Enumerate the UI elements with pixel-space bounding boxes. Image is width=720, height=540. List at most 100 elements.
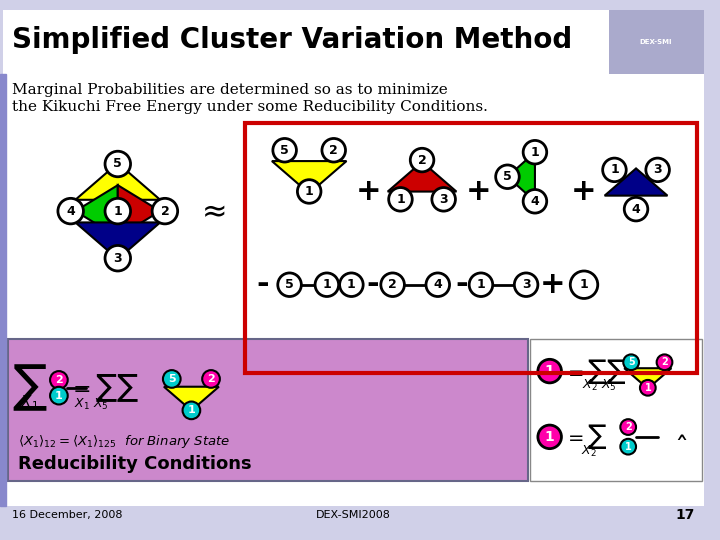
- Bar: [0, 73, 6, 505]
- Text: 3: 3: [522, 278, 531, 291]
- Text: 1: 1: [545, 364, 554, 378]
- Polygon shape: [76, 222, 160, 259]
- Polygon shape: [387, 162, 456, 192]
- Text: 1: 1: [531, 146, 539, 159]
- Circle shape: [389, 187, 413, 211]
- Circle shape: [523, 190, 546, 213]
- Circle shape: [469, 273, 492, 296]
- Circle shape: [183, 402, 200, 419]
- Circle shape: [570, 271, 598, 299]
- Text: 4: 4: [531, 195, 539, 208]
- Text: DEX-SMI: DEX-SMI: [639, 39, 672, 45]
- Text: 1: 1: [580, 278, 588, 291]
- Circle shape: [538, 425, 562, 449]
- Circle shape: [297, 180, 321, 203]
- Circle shape: [514, 273, 538, 296]
- Text: -: -: [366, 270, 379, 299]
- Text: $\hat{}$: $\hat{}$: [677, 423, 688, 451]
- Text: 1: 1: [396, 193, 405, 206]
- Text: 1: 1: [114, 205, 122, 218]
- Text: 2: 2: [55, 375, 63, 385]
- Bar: [246, 123, 697, 373]
- Text: 2: 2: [161, 205, 169, 218]
- Polygon shape: [164, 387, 219, 410]
- Circle shape: [273, 138, 297, 162]
- Text: 5: 5: [285, 278, 294, 291]
- Text: +: +: [571, 177, 597, 206]
- Bar: [530, 339, 702, 481]
- Circle shape: [621, 439, 636, 455]
- Text: 3: 3: [439, 193, 448, 206]
- Circle shape: [50, 371, 68, 389]
- Bar: [608, 10, 703, 73]
- Circle shape: [202, 370, 220, 388]
- Circle shape: [621, 419, 636, 435]
- Text: Marginal Probabilities are determined so as to minimize: Marginal Probabilities are determined so…: [12, 83, 448, 97]
- Text: 2: 2: [329, 144, 338, 157]
- Text: Simplified Cluster Variation Method: Simplified Cluster Variation Method: [12, 26, 572, 55]
- Text: +: +: [540, 270, 565, 299]
- Polygon shape: [605, 168, 667, 195]
- Text: 1: 1: [545, 430, 554, 444]
- Text: 1: 1: [305, 185, 314, 198]
- Circle shape: [105, 151, 130, 177]
- Text: 1: 1: [187, 406, 195, 415]
- Text: $X_1$: $X_1$: [20, 393, 39, 412]
- Text: 1: 1: [477, 278, 485, 291]
- Text: $= \sum\sum$: $= \sum\sum$: [68, 372, 139, 404]
- Text: 4: 4: [631, 202, 640, 215]
- Circle shape: [340, 273, 363, 296]
- Bar: [3, 10, 611, 73]
- Circle shape: [315, 273, 338, 296]
- Text: $= \sum\sum$: $= \sum\sum$: [564, 356, 627, 386]
- Circle shape: [381, 273, 405, 296]
- Circle shape: [58, 198, 84, 224]
- Text: 3: 3: [114, 252, 122, 265]
- Circle shape: [432, 187, 456, 211]
- Circle shape: [603, 158, 626, 181]
- Text: -: -: [257, 270, 269, 299]
- Text: $= \sum$: $= \sum$: [564, 422, 608, 451]
- Text: 4: 4: [433, 278, 442, 291]
- Polygon shape: [272, 161, 346, 193]
- Circle shape: [646, 158, 670, 181]
- Circle shape: [322, 138, 346, 162]
- Text: 2: 2: [388, 278, 397, 291]
- Circle shape: [624, 354, 639, 370]
- Text: $\approx$: $\approx$: [196, 197, 226, 226]
- Circle shape: [640, 380, 656, 396]
- Text: +: +: [466, 177, 492, 206]
- Text: $X_2$: $X_2$: [581, 444, 597, 459]
- Text: $X_1\ X_5$: $X_1\ X_5$: [74, 397, 109, 412]
- Circle shape: [105, 198, 130, 224]
- Polygon shape: [624, 368, 671, 389]
- Text: $X_2\ X_5$: $X_2\ X_5$: [582, 379, 616, 393]
- Text: 4: 4: [66, 205, 75, 218]
- Text: 3: 3: [653, 164, 662, 177]
- Text: 1: 1: [323, 278, 331, 291]
- Text: 2: 2: [418, 153, 426, 166]
- Text: 16 December, 2008: 16 December, 2008: [12, 510, 122, 521]
- Text: 5: 5: [280, 144, 289, 157]
- Circle shape: [538, 359, 562, 383]
- Circle shape: [50, 387, 68, 404]
- Text: -: -: [455, 270, 467, 299]
- Text: 5: 5: [503, 170, 512, 183]
- Text: 5: 5: [168, 374, 176, 384]
- Text: DEX-SMI2008: DEX-SMI2008: [316, 510, 391, 521]
- Bar: [8, 339, 528, 481]
- Text: 2: 2: [207, 374, 215, 384]
- Text: $\sum$: $\sum$: [12, 362, 47, 413]
- Polygon shape: [76, 163, 160, 200]
- Text: 1: 1: [55, 390, 63, 401]
- Text: the Kikuchi Free Energy under some Reducibility Conditions.: the Kikuchi Free Energy under some Reduc…: [12, 100, 487, 114]
- Circle shape: [105, 246, 130, 271]
- Text: 1: 1: [610, 164, 618, 177]
- Circle shape: [426, 273, 449, 296]
- Text: 17: 17: [675, 508, 695, 522]
- Circle shape: [624, 197, 648, 221]
- Text: $\langle X_1 \rangle_{12} = \langle X_1 \rangle_{125}$  for Binary State: $\langle X_1 \rangle_{12} = \langle X_1 …: [18, 433, 230, 450]
- Text: 5: 5: [114, 158, 122, 171]
- Circle shape: [495, 165, 519, 188]
- Circle shape: [278, 273, 302, 296]
